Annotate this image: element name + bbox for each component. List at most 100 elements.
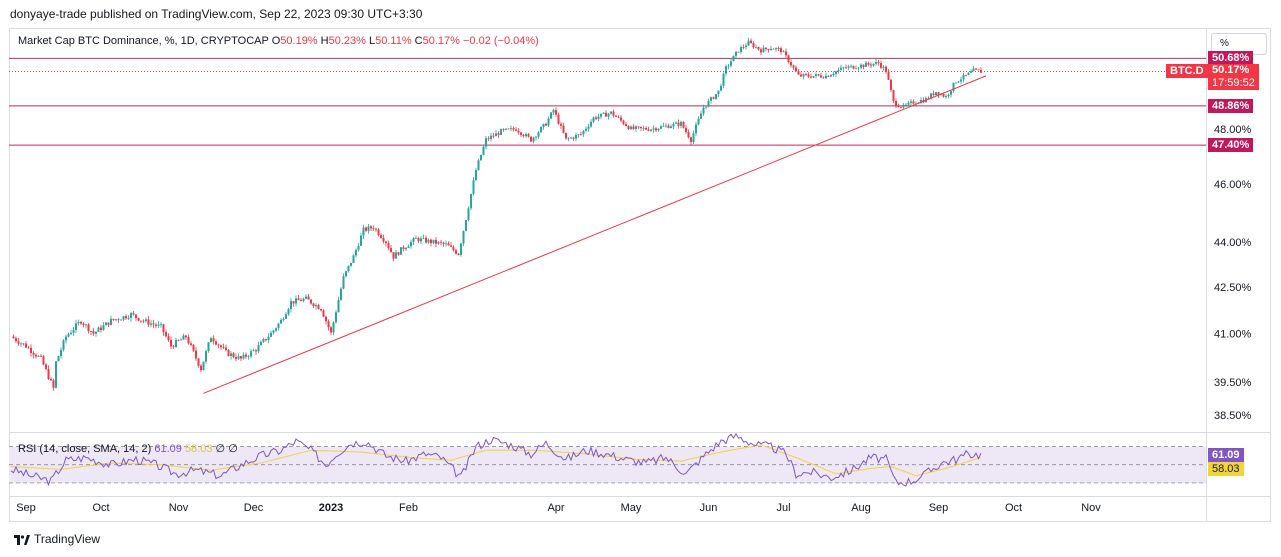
candle-body [542,123,545,128]
candle-body [35,354,37,357]
candle-body [320,309,322,311]
candle-body [190,343,192,345]
candle-body [362,227,365,236]
candle-body [955,82,957,84]
candle-body [305,296,307,299]
candle-body [707,100,710,107]
candle-body [117,319,120,321]
candle-body [765,47,767,50]
candle-body [857,67,860,69]
candle-body [720,85,722,91]
candle-body [947,94,950,97]
candle-body [900,106,902,108]
candle-body [937,92,940,96]
candle-body [620,117,622,121]
candle-body [665,125,667,127]
candle-body [112,318,115,321]
candle-body [377,229,380,236]
low-value: 50.11% [375,35,412,47]
candle-body [317,305,320,310]
candle-body [132,313,135,315]
candle-body [262,339,265,342]
candle-body [932,93,935,96]
candle-body [685,127,687,132]
candle-body [55,361,57,388]
candle-body [207,342,210,352]
candle-body [785,51,787,56]
candle-body [57,356,60,362]
candle-body [827,75,830,77]
candle-body [545,123,547,126]
candle-body [975,68,977,70]
candle-body [777,48,780,49]
candle-body [345,271,347,277]
candle-body [65,336,67,341]
candle-body [667,125,670,129]
candle-body [397,252,400,255]
open-label: O [271,35,281,47]
high-label: H [320,35,329,47]
candle-body [555,110,557,115]
percent-scale-button[interactable]: % [1211,33,1267,55]
candle-body [135,314,137,318]
candle-body [787,55,790,63]
candle-body [747,40,750,46]
candle-body [230,353,232,356]
candle-body [450,245,452,247]
candle-body [385,241,387,244]
candle-body [610,111,612,114]
candle-body [477,160,480,171]
candle-body [662,125,665,127]
high-value: 50.23% [328,35,366,47]
candle-body [472,180,475,194]
candle-body [460,243,462,255]
candle-body [842,67,845,69]
candle-body [410,242,412,247]
x-tick-label: Jun [700,502,718,514]
candle-body [910,101,912,103]
candle-body [817,74,820,76]
close-label: C [414,35,423,47]
candle-body [615,115,617,117]
candle-body [607,113,610,117]
candle-body [372,228,375,230]
candle-body [767,49,770,51]
x-tick-label: Sep [929,502,949,514]
candle-body [100,327,102,330]
candle-body [350,262,352,266]
candle-body [512,128,515,130]
candle-body [275,328,277,331]
candle-body [87,324,90,332]
rsi-extra-2: ∅ [228,443,238,455]
candle-body [212,338,215,342]
candle-body [630,126,632,130]
candle-body [727,65,730,67]
candle-body [332,322,335,333]
candle-body [435,239,437,244]
trendline-layer [203,75,987,394]
candle-body [705,106,707,108]
candle-body [682,121,685,128]
footer-brand: TradingView [34,532,101,546]
candle-body [107,322,110,325]
candle-body [42,356,45,365]
candle-body [627,125,630,130]
candle-body [812,75,815,78]
candle-body [287,309,290,315]
candle-body [672,123,675,127]
candle-body [677,122,680,126]
candle-body [315,305,317,307]
candle-body [15,338,17,342]
candle-body [525,134,527,137]
candle-body [522,134,525,137]
candle-body [225,347,227,350]
candle-body [277,323,280,329]
candle-body [352,255,355,263]
candle-body [122,316,125,320]
candle-body [150,323,152,325]
candle-body [312,303,315,307]
last-price-tag: 50.17% 17:59:52 [1208,64,1259,91]
candle-body [772,48,775,50]
candle-body [712,97,715,99]
